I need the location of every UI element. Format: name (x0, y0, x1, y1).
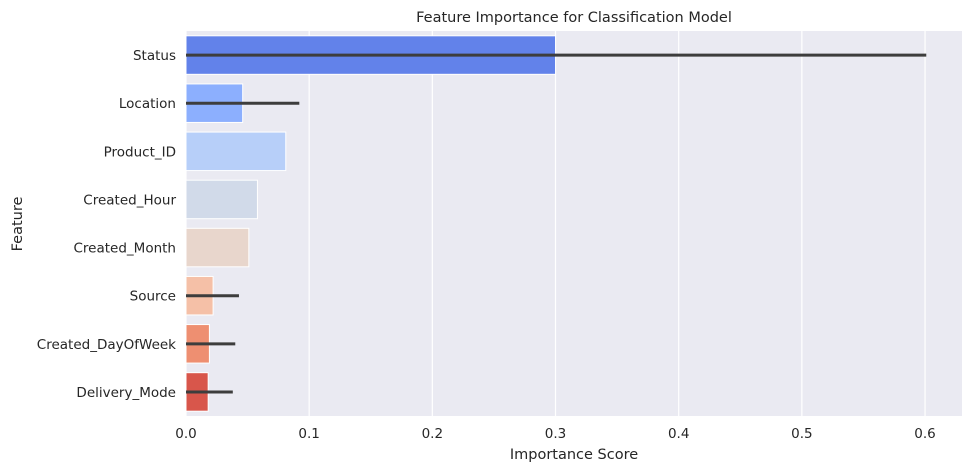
x-tick-label: 0.0 (175, 426, 196, 442)
y-tick-labels: Status Location Product_ID Created_Hour Crea… (37, 48, 177, 401)
y-axis-label: Feature (10, 197, 26, 252)
y-tick-label: Delivery_Mode (76, 385, 176, 401)
x-tick-label: 0.6 (914, 426, 935, 442)
x-tick-label: 0.2 (422, 426, 443, 442)
y-tick-label: Created_DayOfWeek (37, 337, 176, 353)
y-tick-label: Location (119, 96, 176, 112)
bar-created-month (185, 227, 250, 268)
y-tick-label: Created_Month (74, 241, 177, 257)
x-tick-label: 0.1 (298, 426, 319, 442)
plot-background (186, 31, 962, 416)
y-tick-label: Source (130, 289, 176, 305)
x-tick-labels: 0.0 0.1 0.2 0.3 0.4 0.5 0.6 (175, 426, 936, 442)
grid-lines (185, 31, 926, 416)
x-tick-label: 0.3 (545, 426, 566, 442)
y-tick-label: Created_Hour (83, 192, 176, 208)
bar-product-id (185, 131, 287, 172)
bar-created-hour (185, 179, 258, 220)
x-axis-label: Importance Score (510, 447, 638, 463)
y-tick-label: Product_ID (104, 144, 176, 160)
error-bars-group (186, 53, 927, 394)
y-tick-label: Status (133, 48, 176, 64)
chart-title: Feature Importance for Classification Mo… (416, 10, 732, 26)
x-tick-label: 0.4 (668, 426, 689, 442)
x-tick-label: 0.5 (791, 426, 812, 442)
